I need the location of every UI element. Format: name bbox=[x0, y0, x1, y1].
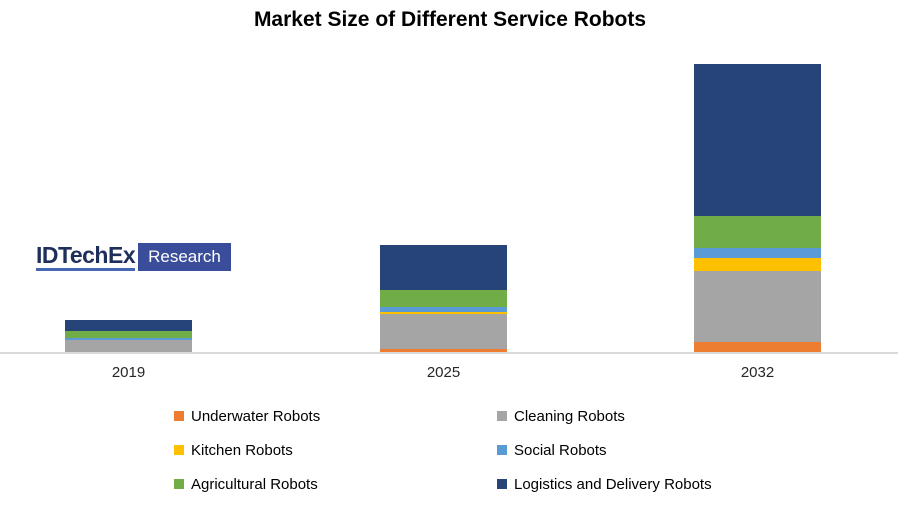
legend-item-social-robots: Social Robots bbox=[497, 440, 712, 460]
legend-item-logistics-delivery-robots: Logistics and Delivery Robots bbox=[497, 474, 712, 494]
chart-title: Market Size of Different Service Robots bbox=[253, 8, 647, 31]
bar-segment-kitchen-robots bbox=[694, 258, 821, 271]
agricultural-robots-swatch-icon bbox=[174, 479, 184, 489]
stacked-bar-2025 bbox=[380, 244, 507, 352]
underwater-robots-swatch-icon bbox=[174, 411, 184, 421]
legend-label: Logistics and Delivery Robots bbox=[514, 475, 712, 493]
legend-label: Cleaning Robots bbox=[514, 407, 625, 425]
bar-segment-agricultural-robots bbox=[694, 216, 821, 248]
bar-segment-social-robots bbox=[65, 337, 192, 340]
bar-segment-cleaning-robots bbox=[65, 340, 192, 352]
bar-segment-logistics-and-delivery-robots bbox=[65, 319, 192, 331]
legend-column-left: Underwater Robots Kitchen Robots Agricul… bbox=[174, 406, 320, 508]
x-axis-label-2025: 2025 bbox=[426, 364, 461, 381]
legend-item-underwater-robots: Underwater Robots bbox=[174, 406, 320, 426]
bar-segment-agricultural-robots bbox=[65, 330, 192, 338]
legend-item-kitchen-robots: Kitchen Robots bbox=[174, 440, 320, 460]
bar-segment-social-robots bbox=[694, 248, 821, 258]
logistics-delivery-robots-swatch-icon bbox=[497, 479, 507, 489]
legend-label: Agricultural Robots bbox=[191, 475, 318, 493]
kitchen-robots-swatch-icon bbox=[174, 445, 184, 455]
x-axis-label-2032: 2032 bbox=[740, 364, 775, 381]
bar-segment-cleaning-robots bbox=[694, 271, 821, 342]
legend-item-agricultural-robots: Agricultural Robots bbox=[174, 474, 320, 494]
bar-segment-logistics-and-delivery-robots bbox=[694, 64, 821, 216]
legend-label: Underwater Robots bbox=[191, 407, 321, 425]
legend-column-right: Cleaning Robots Social Robots Logistics … bbox=[497, 406, 712, 508]
legend-label: Social Robots bbox=[514, 441, 607, 459]
idtechex-logo-research-box: Research bbox=[138, 243, 231, 271]
bar-segment-cleaning-robots bbox=[380, 314, 507, 349]
x-axis-label-2019: 2019 bbox=[111, 364, 146, 381]
social-robots-swatch-icon bbox=[497, 445, 507, 455]
idtechex-logo-wordmark: IDTechEx bbox=[36, 242, 136, 268]
legend-label: Kitchen Robots bbox=[191, 441, 293, 459]
legend-item-cleaning-robots: Cleaning Robots bbox=[497, 406, 712, 426]
stacked-bar-2032 bbox=[694, 64, 821, 352]
bar-segment-underwater-robots bbox=[380, 349, 507, 352]
idtechex-logo-underline bbox=[36, 268, 135, 271]
cleaning-robots-swatch-icon bbox=[497, 411, 507, 421]
bar-segment-logistics-and-delivery-robots bbox=[380, 244, 507, 290]
bar-segment-social-robots bbox=[380, 307, 507, 312]
x-axis-line bbox=[0, 352, 898, 354]
idtechex-logo: IDTechEx Research bbox=[36, 242, 231, 272]
bar-segment-kitchen-robots bbox=[380, 312, 507, 314]
bar-segment-agricultural-robots bbox=[380, 289, 507, 307]
bar-segment-underwater-robots bbox=[694, 342, 821, 352]
stacked-bar-2019 bbox=[65, 319, 192, 352]
